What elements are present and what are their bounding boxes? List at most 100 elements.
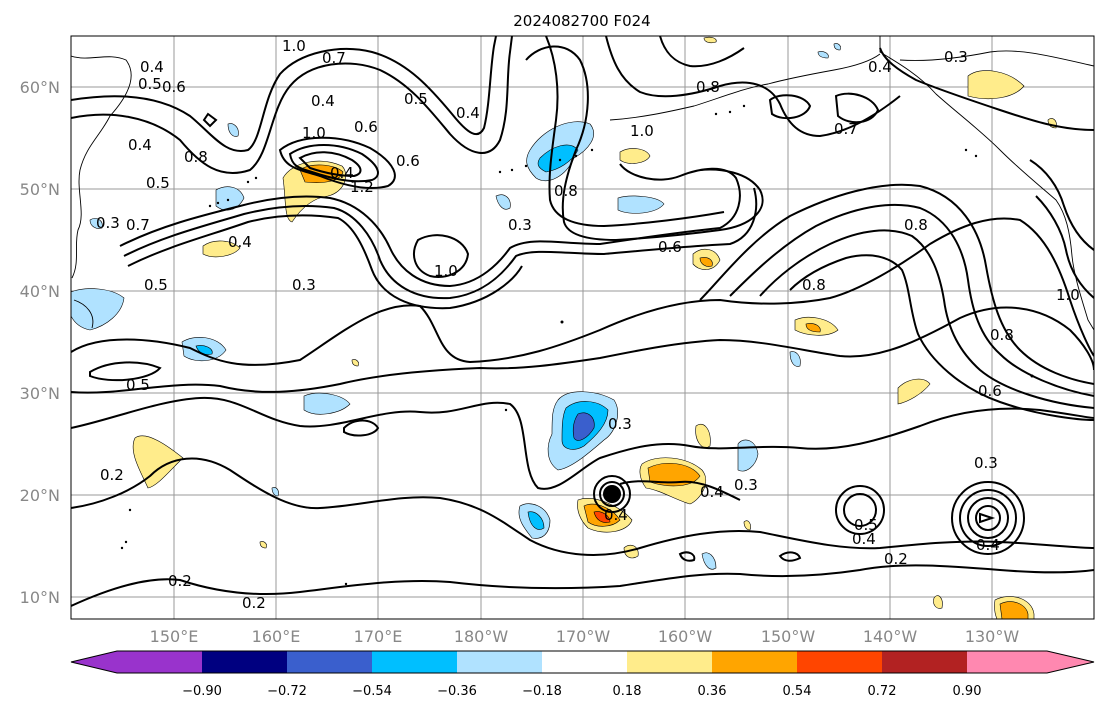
lon-label: 170°E (354, 627, 403, 646)
colorbar-outline (70, 650, 1095, 674)
contour-label: 0.5 (138, 75, 162, 93)
contour-line (699, 183, 1094, 385)
arctic-coast (899, 50, 1094, 67)
contour-label: 0.8 (696, 78, 720, 96)
contour-label: 0.4 (311, 92, 335, 110)
colorbar-segment (797, 651, 882, 673)
contour-label: 0.2 (884, 550, 908, 568)
negative-area (527, 511, 545, 530)
negative-area (71, 288, 125, 331)
lon-label: 160°E (252, 627, 301, 646)
contour-line (123, 187, 758, 300)
contour-line (545, 36, 725, 228)
colorbar-tick-label: 0.90 (953, 684, 982, 699)
japan-coast (73, 299, 94, 329)
contour-label: 0.4 (852, 530, 876, 548)
contour-line (1029, 159, 1094, 251)
negative-area (701, 552, 717, 570)
contour-label: 0.4 (330, 164, 354, 182)
contour-line (759, 229, 1094, 409)
contours (71, 36, 1094, 607)
contour-line (71, 457, 1094, 556)
contour-ring (202, 112, 218, 128)
colorbar-segment (287, 651, 372, 673)
contour-ring (959, 489, 1017, 547)
contour-ring (413, 234, 470, 278)
contour-ring (975, 505, 1001, 531)
colorbar-tick-label: −0.90 (182, 684, 222, 699)
lon-label: 140°W (863, 627, 918, 646)
colorbar-segment (712, 651, 797, 673)
contour-ring (951, 481, 1025, 555)
contour-line (1035, 195, 1094, 299)
contour-label: 0.8 (554, 182, 578, 200)
contour-label: 0.2 (242, 594, 266, 612)
cyclone-center (603, 485, 621, 503)
alaska-peninsula (609, 53, 881, 121)
contour-label: 0.5 (404, 90, 428, 108)
colorbar-segment (967, 651, 1047, 673)
lon-label: 180°W (454, 627, 509, 646)
latitude-labels: 60°N 50°N 40°N 30°N 20°N 10°N (20, 78, 60, 607)
contour-ring (678, 551, 696, 562)
positive-area (703, 36, 717, 44)
contour-ring (768, 94, 812, 120)
positive-area (897, 378, 931, 405)
contour-ring (593, 475, 631, 513)
contour-line (119, 163, 741, 288)
shading-negative (71, 43, 841, 570)
map-area: 1.0 0.7 0.4 0.5 0.6 0.4 0.5 0.4 1.0 0.4 … (70, 35, 1095, 620)
lon-label: 150°E (150, 627, 199, 646)
contour-label: 0.6 (978, 382, 1002, 400)
contour-label: 0.2 (100, 466, 124, 484)
contour-ring (843, 493, 877, 527)
positive-area (259, 541, 267, 549)
contour-label: 0.6 (658, 238, 682, 256)
contour-label: 0.3 (96, 214, 120, 232)
positive-area (743, 520, 751, 531)
contour-line (71, 217, 1094, 366)
contour-label: 0.3 (944, 48, 968, 66)
positive-area (695, 424, 711, 448)
negative-area (303, 392, 351, 415)
positive-area (933, 595, 943, 609)
contour-label: 0.4 (456, 104, 480, 122)
contour-ring (599, 481, 625, 507)
contour-ring (278, 136, 396, 190)
colorbar-segment (372, 651, 457, 673)
negative-area (495, 194, 511, 210)
longitude-labels: 150°E 160°E 170°E 180°W 170°W 160°W 150°… (150, 627, 1020, 646)
negative-area (572, 412, 595, 441)
contour-label: 0.3 (608, 415, 632, 433)
contour-line (729, 203, 1094, 397)
contour-label: 0.3 (508, 216, 532, 234)
contour-label: 0.4 (868, 58, 892, 76)
colorbar-tick-label: −0.54 (352, 684, 392, 699)
contour-label: 0.2 (168, 572, 192, 590)
contour-ring (288, 144, 379, 183)
colorbar-segment (202, 651, 287, 673)
contour-label: 0.7 (322, 49, 346, 67)
contour-label: 0.5 (146, 174, 170, 192)
contour-line (71, 36, 497, 152)
contour-label: 0.6 (396, 152, 420, 170)
lon-label: 130°W (965, 627, 1020, 646)
contour-line (71, 36, 513, 175)
contour-label: 1.0 (434, 262, 458, 280)
contour-label: 1.0 (302, 124, 326, 142)
positive-area (699, 257, 713, 267)
colorbar-tick-label: 0.54 (783, 684, 812, 699)
positive-area (805, 323, 821, 333)
positive-area (967, 70, 1025, 99)
contour-line (127, 214, 523, 310)
contour-label: 0.6 (162, 78, 186, 96)
positive-area (647, 463, 701, 487)
contour-label: 0.3 (734, 476, 758, 494)
contour-ring (979, 512, 996, 524)
colorbar-segment (542, 651, 627, 673)
contour-label: 0.7 (834, 120, 858, 138)
negative-area (617, 195, 665, 214)
negative-area (817, 51, 829, 59)
contour-label: 0.4 (604, 506, 628, 524)
